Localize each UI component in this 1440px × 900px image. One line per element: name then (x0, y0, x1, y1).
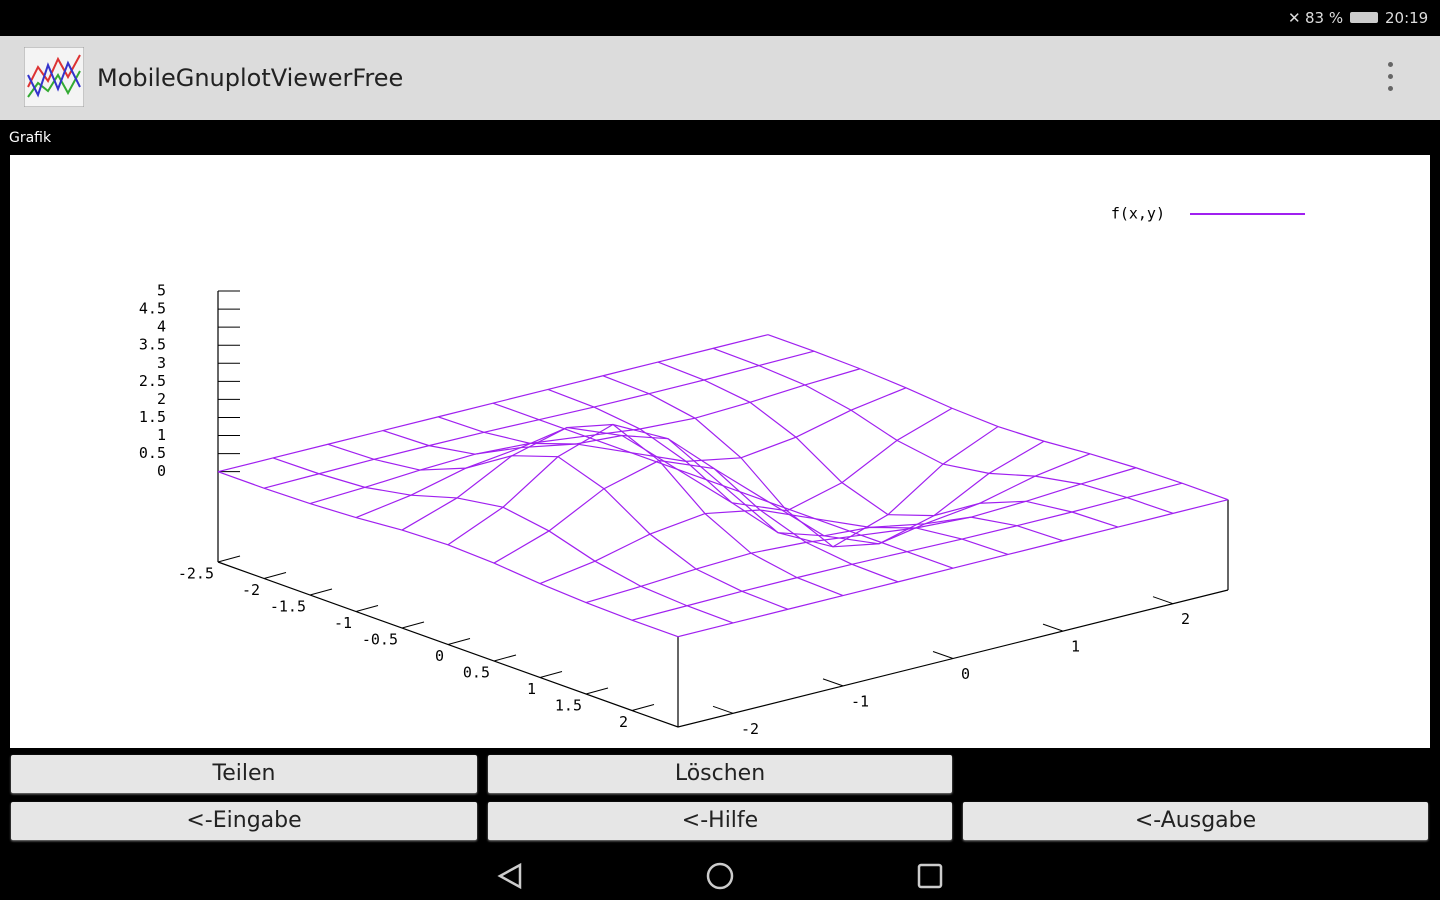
z-tick-label: 4 (157, 318, 166, 336)
clock: 20:19 (1385, 9, 1429, 27)
z-tick-label: 2.5 (139, 372, 166, 390)
button[interactable]: <-Ausgabe (963, 802, 1428, 840)
button[interactable]: Löschen (488, 755, 952, 793)
z-tick-label: 5 (157, 282, 166, 300)
app-icon (24, 47, 84, 107)
mesh-line (437, 416, 899, 583)
y-tick (1042, 623, 1064, 632)
z-tick-label: 4.5 (139, 300, 166, 318)
navigation-bar (497, 862, 943, 890)
z-tick-label: 3 (157, 354, 166, 372)
x-tick (539, 671, 563, 678)
y-tick-label: 0 (961, 665, 970, 683)
overflow-menu[interactable] (1388, 62, 1394, 98)
x-tick (263, 572, 287, 579)
z-tick-label: 2 (157, 390, 166, 408)
chart: 00.511.522.533.544.55-2.5-2-1.5-1-0.500.… (10, 155, 1430, 748)
mesh-line (492, 402, 954, 569)
x-tick-label: -2 (242, 581, 260, 599)
y-tick (712, 705, 734, 714)
y-tick-label: -2 (741, 720, 759, 738)
x-tick (401, 621, 425, 629)
y-tick-label: 1 (1071, 638, 1080, 656)
mesh-line (217, 471, 679, 638)
y-tick-label: -1 (851, 692, 869, 710)
mesh-line (767, 334, 1229, 501)
x-tick-label: -1 (334, 614, 352, 632)
mesh-line (712, 347, 1174, 514)
x-tick-label: -2.5 (178, 565, 214, 583)
x-tick (447, 638, 471, 645)
x-tick (631, 704, 655, 711)
y-tick (1152, 596, 1174, 605)
app-title: MobileGnuplotViewerFree (97, 64, 404, 92)
mesh-line (602, 375, 1064, 548)
mesh-line (382, 423, 844, 597)
x-tick (309, 588, 333, 596)
y-tick (932, 651, 954, 659)
x-tick (493, 654, 517, 662)
mesh-line (272, 457, 734, 624)
x-tick (217, 555, 241, 563)
x-tick (585, 687, 609, 695)
x-tick-label: 0.5 (463, 664, 490, 682)
legend-label: f(x,y) (1111, 205, 1165, 223)
battery-percent: 83 % (1305, 9, 1344, 27)
button[interactable]: <-Eingabe (11, 802, 477, 840)
x-tick-label: 1 (527, 680, 536, 698)
mute-icon: ✕ (1288, 9, 1301, 27)
z-tick-label: 3.5 (139, 336, 166, 354)
z-tick-label: 1 (157, 426, 166, 444)
x-tick (355, 605, 379, 612)
button[interactable]: <-Hilfe (488, 802, 952, 840)
mesh-line (657, 361, 1119, 528)
x-tick-label: -1.5 (270, 598, 306, 616)
x-tick-label: 1.5 (555, 697, 582, 715)
x-tick-label: 2 (619, 713, 628, 731)
z-tick-label: 1.5 (139, 408, 166, 426)
x-tick-label: 0 (435, 647, 444, 665)
mesh-line (547, 388, 1009, 556)
home-button[interactable] (706, 862, 734, 890)
z-tick-label: 0.5 (139, 444, 166, 462)
button[interactable]: Teilen (11, 755, 477, 793)
battery-icon (1350, 12, 1378, 23)
recents-button[interactable] (917, 863, 943, 889)
section-label: Grafik (9, 130, 52, 146)
back-button[interactable] (497, 862, 522, 890)
y-tick-label: 2 (1181, 610, 1190, 628)
app-bar: MobileGnuplotViewerFree (0, 36, 1440, 120)
x-tick-label: -0.5 (362, 631, 398, 649)
z-tick-label: 0 (157, 462, 166, 480)
y-tick (822, 678, 844, 687)
status-bar: ✕ 83 % 20:19 (0, 0, 1440, 36)
mesh-line (327, 443, 789, 610)
